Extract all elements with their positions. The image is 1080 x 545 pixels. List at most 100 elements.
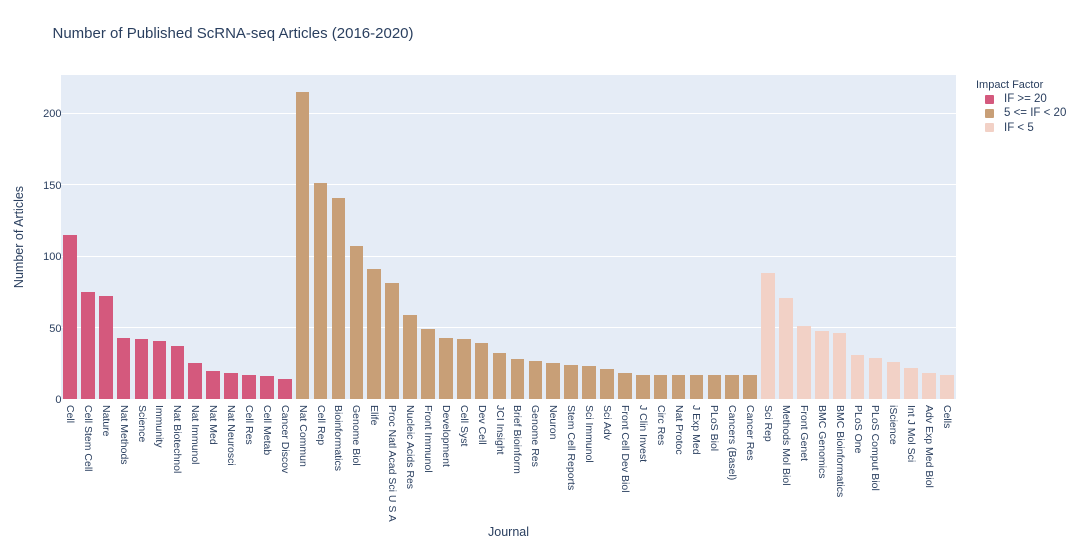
bar-j-exp-med[interactable] — [689, 374, 704, 400]
bar-genome-biol[interactable] — [349, 246, 364, 400]
bar-circ-res[interactable] — [653, 374, 668, 400]
legend-item-0[interactable]: IF >= 20 — [976, 92, 1047, 106]
x-tick-label-j-clin-invest: J Clin Invest — [636, 404, 649, 462]
bar-front-cell-dev-biol[interactable] — [618, 373, 632, 400]
x-tick-label-sci-immunol: Sci Immunol — [583, 404, 596, 463]
x-tick-label-cell-stem-cell: Cell Stem Cell — [81, 404, 94, 472]
x-tick-label-cell-res: Cell Res — [242, 404, 255, 445]
legend-title: Impact Factor — [976, 79, 1044, 91]
x-tick-label-nat-neurosci: Nat Neurosci — [225, 404, 238, 466]
x-tick-label-front-cell-dev-biol: Front Cell Dev Biol — [618, 404, 631, 493]
bar-nat-biotechnol[interactable] — [170, 346, 185, 400]
x-tick-label-genome-biol: Genome Biol — [350, 404, 363, 466]
bar-nucleic-acids-res[interactable] — [403, 314, 417, 400]
bar-development[interactable] — [439, 337, 453, 400]
x-tick-label-proc-natl-acad-sci-u-s-a: Proc Natl Acad Sci U S A — [386, 404, 399, 522]
x-tick-label-brief-bioinform: Brief Bioinform — [511, 404, 524, 474]
bar-sci-adv[interactable] — [600, 369, 614, 400]
y-tick-label-200: 200 — [43, 108, 62, 121]
bar-cancer-res[interactable] — [743, 374, 757, 400]
bar-plos-one[interactable] — [850, 354, 865, 400]
x-tick-label-cells: Cells — [941, 404, 954, 429]
gridline — [61, 184, 956, 186]
legend-item-2[interactable]: IF < 5 — [976, 121, 1043, 135]
bar-proc-natl-acad-sci-u-s-a[interactable] — [385, 283, 399, 400]
x-tick-label-nat-methods: Nat Methods — [117, 404, 130, 465]
bar-nat-protoc[interactable] — [671, 374, 686, 400]
x-tick-label-circ-res: Circ Res — [654, 404, 667, 445]
legend-item-label: IF >= 20 — [1004, 93, 1047, 105]
bar-adv-exp-med-biol[interactable] — [922, 373, 936, 400]
bar-sci-immunol[interactable] — [582, 366, 596, 400]
bar-cancer-discov[interactable] — [277, 379, 292, 400]
x-tick-label-int-j-mol-sci: Int J Mol Sci — [905, 404, 918, 462]
bar-plos-biol[interactable] — [707, 374, 722, 400]
x-tick-label-cell: Cell — [63, 404, 76, 423]
x-tick-label-cell-rep: Cell Rep — [314, 404, 327, 445]
x-tick-label-development: Development — [439, 404, 452, 467]
bar-cancers-basel[interactable] — [725, 374, 740, 400]
bar-science[interactable] — [134, 339, 149, 400]
bar-int-j-mol-sci[interactable] — [904, 367, 919, 400]
x-tick-label-science: Science — [135, 404, 148, 443]
legend-swatch-icon — [985, 94, 994, 104]
bar-genome-res[interactable] — [528, 360, 543, 400]
bar-bioinformatics[interactable] — [331, 197, 346, 400]
bar-cell-syst[interactable] — [456, 339, 471, 400]
x-tick-label-bmc-bioinformatics: BMC Bioinformatics — [833, 404, 846, 497]
bar-bmc-genomics[interactable] — [814, 330, 829, 400]
x-tick-label-cancer-discov: Cancer Discov — [278, 404, 291, 473]
legend-item-1[interactable]: 5 <= IF < 20 — [976, 106, 1066, 120]
bar-cell-rep[interactable] — [313, 183, 328, 400]
x-tick-label-nucleic-acids-res: Nucleic Acids Res — [404, 404, 417, 489]
bar-plos-comput-biol[interactable] — [868, 357, 883, 400]
bar-iscience[interactable] — [886, 362, 901, 400]
x-tick-label-bioinformatics: Bioinformatics — [332, 404, 345, 471]
x-tick-label-genome-res: Genome Res — [529, 404, 542, 467]
bar-cell-stem-cell[interactable] — [81, 291, 95, 400]
bar-front-immunol[interactable] — [421, 329, 435, 400]
x-tick-label-sci-adv: Sci Adv — [600, 404, 613, 440]
bar-nat-med[interactable] — [206, 370, 220, 400]
bar-cell[interactable] — [63, 234, 77, 400]
bar-stem-cell-reports[interactable] — [564, 364, 578, 400]
bar-bmc-bioinformatics[interactable] — [832, 333, 847, 400]
bar-nature[interactable] — [98, 296, 113, 400]
x-tick-label-cell-metab: Cell Metab — [260, 404, 273, 455]
bar-brief-bioinform[interactable] — [510, 359, 525, 400]
bar-cells[interactable] — [940, 374, 954, 400]
x-tick-label-stem-cell-reports: Stem Cell Reports — [565, 404, 578, 490]
x-tick-label-front-genet: Front Genet — [797, 404, 810, 461]
bar-jci-insight[interactable] — [492, 353, 507, 400]
bar-cell-res[interactable] — [242, 374, 256, 400]
bar-nat-neurosci[interactable] — [224, 373, 238, 400]
bar-methods-mol-biol[interactable] — [779, 297, 793, 400]
x-tick-label-nat-biotechnol: Nat Biotechnol — [171, 404, 184, 473]
legend-swatch-icon — [985, 108, 994, 118]
bar-cell-metab[interactable] — [260, 376, 274, 400]
x-tick-label-front-immunol: Front Immunol — [421, 404, 434, 473]
bar-dev-cell[interactable] — [474, 343, 489, 400]
x-tick-label-plos-comput-biol: PLoS Comput Biol — [869, 404, 882, 491]
bar-j-clin-invest[interactable] — [635, 374, 650, 400]
x-tick-label-jci-insight: JCI Insight — [493, 404, 506, 455]
bar-neuron[interactable] — [546, 363, 561, 400]
legend-item-label: 5 <= IF < 20 — [1004, 107, 1067, 120]
bar-nat-commun[interactable] — [295, 91, 310, 400]
x-tick-label-dev-cell: Dev Cell — [475, 404, 488, 445]
y-tick-label-0: 0 — [55, 394, 62, 407]
x-tick-label-bmc-genomics: BMC Genomics — [815, 404, 828, 479]
bar-immunity[interactable] — [152, 340, 167, 400]
y-tick-label-50: 50 — [49, 322, 62, 335]
bar-front-genet[interactable] — [797, 326, 811, 400]
bar-nat-immunol[interactable] — [188, 363, 203, 400]
x-tick-label-elife: Elife — [368, 404, 381, 426]
bar-elife[interactable] — [367, 269, 382, 400]
y-tick-label-150: 150 — [43, 179, 62, 192]
legend-swatch-icon — [985, 123, 994, 133]
x-tick-label-nat-immunol: Nat Immunol — [189, 404, 202, 465]
x-tick-label-cancers-basel: Cancers (Basel) — [726, 404, 739, 480]
gridline — [61, 327, 956, 329]
bar-sci-rep[interactable] — [761, 273, 775, 400]
bar-nat-methods[interactable] — [116, 337, 131, 400]
